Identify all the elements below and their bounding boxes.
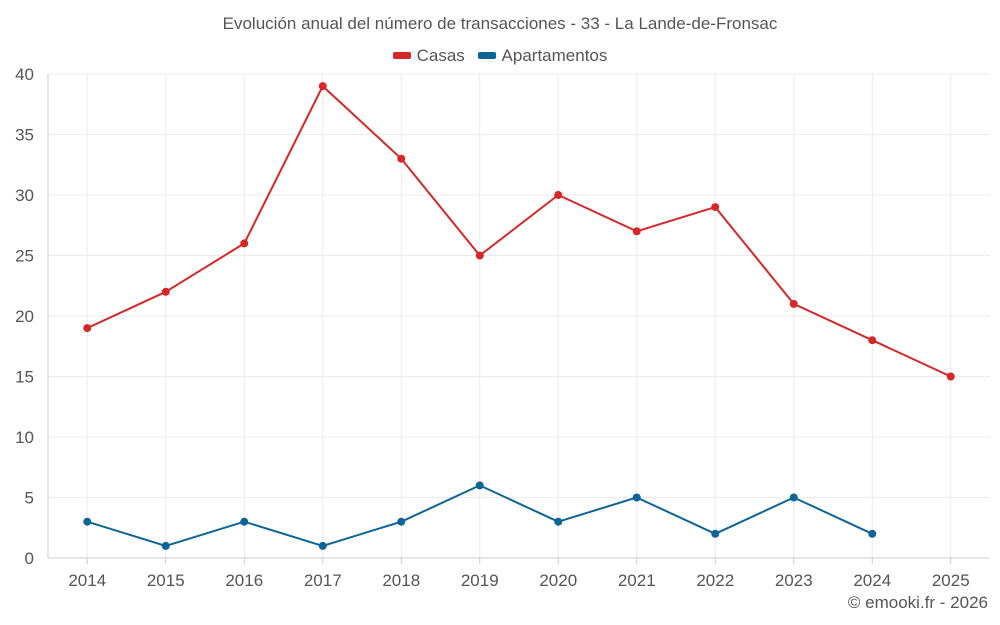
- legend-label-apartamentos: Apartamentos: [501, 45, 608, 65]
- x-tick-label: 2017: [304, 571, 342, 590]
- data-point-casas[interactable]: [240, 239, 249, 248]
- data-point-apartamentos[interactable]: [554, 517, 563, 526]
- data-point-casas[interactable]: [475, 251, 484, 260]
- data-point-apartamentos[interactable]: [789, 493, 798, 502]
- data-point-casas[interactable]: [554, 191, 563, 199]
- data-point-apartamentos[interactable]: [240, 517, 249, 526]
- data-point-apartamentos[interactable]: [632, 493, 641, 502]
- x-tick-label: 2021: [618, 571, 656, 590]
- legend-item-apartamentos[interactable]: Apartamentos: [477, 45, 608, 66]
- legend-item-casas[interactable]: Casas: [392, 45, 465, 66]
- x-tick-label: 2022: [696, 571, 734, 590]
- data-point-casas[interactable]: [946, 372, 955, 381]
- legend-label-casas: Casas: [416, 45, 465, 65]
- x-tick-label: 2019: [461, 571, 499, 590]
- legend-swatch-apartamentos: [477, 52, 496, 59]
- x-tick-label: 2020: [539, 571, 577, 590]
- x-tick-label: 2015: [147, 571, 185, 590]
- grid: [48, 73, 990, 558]
- y-tick-label: 35: [15, 126, 34, 145]
- series-line-casas: [86, 85, 952, 378]
- series-apartamentos: [83, 481, 877, 550]
- credit-text: © emooki.fr - 2026: [847, 593, 988, 612]
- data-point-casas[interactable]: [789, 299, 798, 308]
- legend: Casas Apartamentos: [0, 44, 1000, 66]
- data-point-casas[interactable]: [83, 324, 92, 333]
- chart-title: Evolución anual del número de transaccio…: [222, 14, 778, 33]
- y-tick-label: 30: [15, 186, 34, 205]
- data-point-apartamentos[interactable]: [83, 517, 92, 526]
- data-point-casas[interactable]: [318, 82, 327, 91]
- y-tick-label: 15: [15, 368, 34, 387]
- data-point-apartamentos[interactable]: [161, 541, 170, 550]
- legend-swatch-casas: [392, 52, 411, 59]
- series: [83, 82, 955, 550]
- x-tick-label: 2018: [382, 571, 420, 590]
- y-tick-label: 40: [15, 65, 34, 84]
- data-point-apartamentos[interactable]: [318, 541, 327, 550]
- y-tick-label: 0: [25, 549, 34, 568]
- data-point-casas[interactable]: [397, 154, 406, 163]
- data-point-casas[interactable]: [868, 336, 877, 345]
- data-point-apartamentos[interactable]: [397, 517, 406, 526]
- y-tick-label: 20: [15, 307, 34, 326]
- data-point-apartamentos[interactable]: [475, 481, 484, 490]
- data-point-apartamentos[interactable]: [868, 529, 877, 538]
- x-tick-label: 2025: [932, 571, 970, 590]
- x-tick-label: 2023: [775, 571, 813, 590]
- y-tick-label: 10: [15, 428, 34, 447]
- y-tick-label: 25: [15, 247, 34, 266]
- data-point-apartamentos[interactable]: [711, 529, 720, 538]
- data-point-casas[interactable]: [161, 287, 170, 296]
- x-tick-label: 2024: [853, 571, 891, 590]
- series-casas: [83, 82, 955, 381]
- data-point-casas[interactable]: [632, 227, 641, 236]
- y-tick-label: 5: [25, 489, 34, 508]
- data-point-casas[interactable]: [711, 203, 720, 212]
- x-tick-label: 2016: [225, 571, 263, 590]
- x-tick-label: 2014: [68, 571, 106, 590]
